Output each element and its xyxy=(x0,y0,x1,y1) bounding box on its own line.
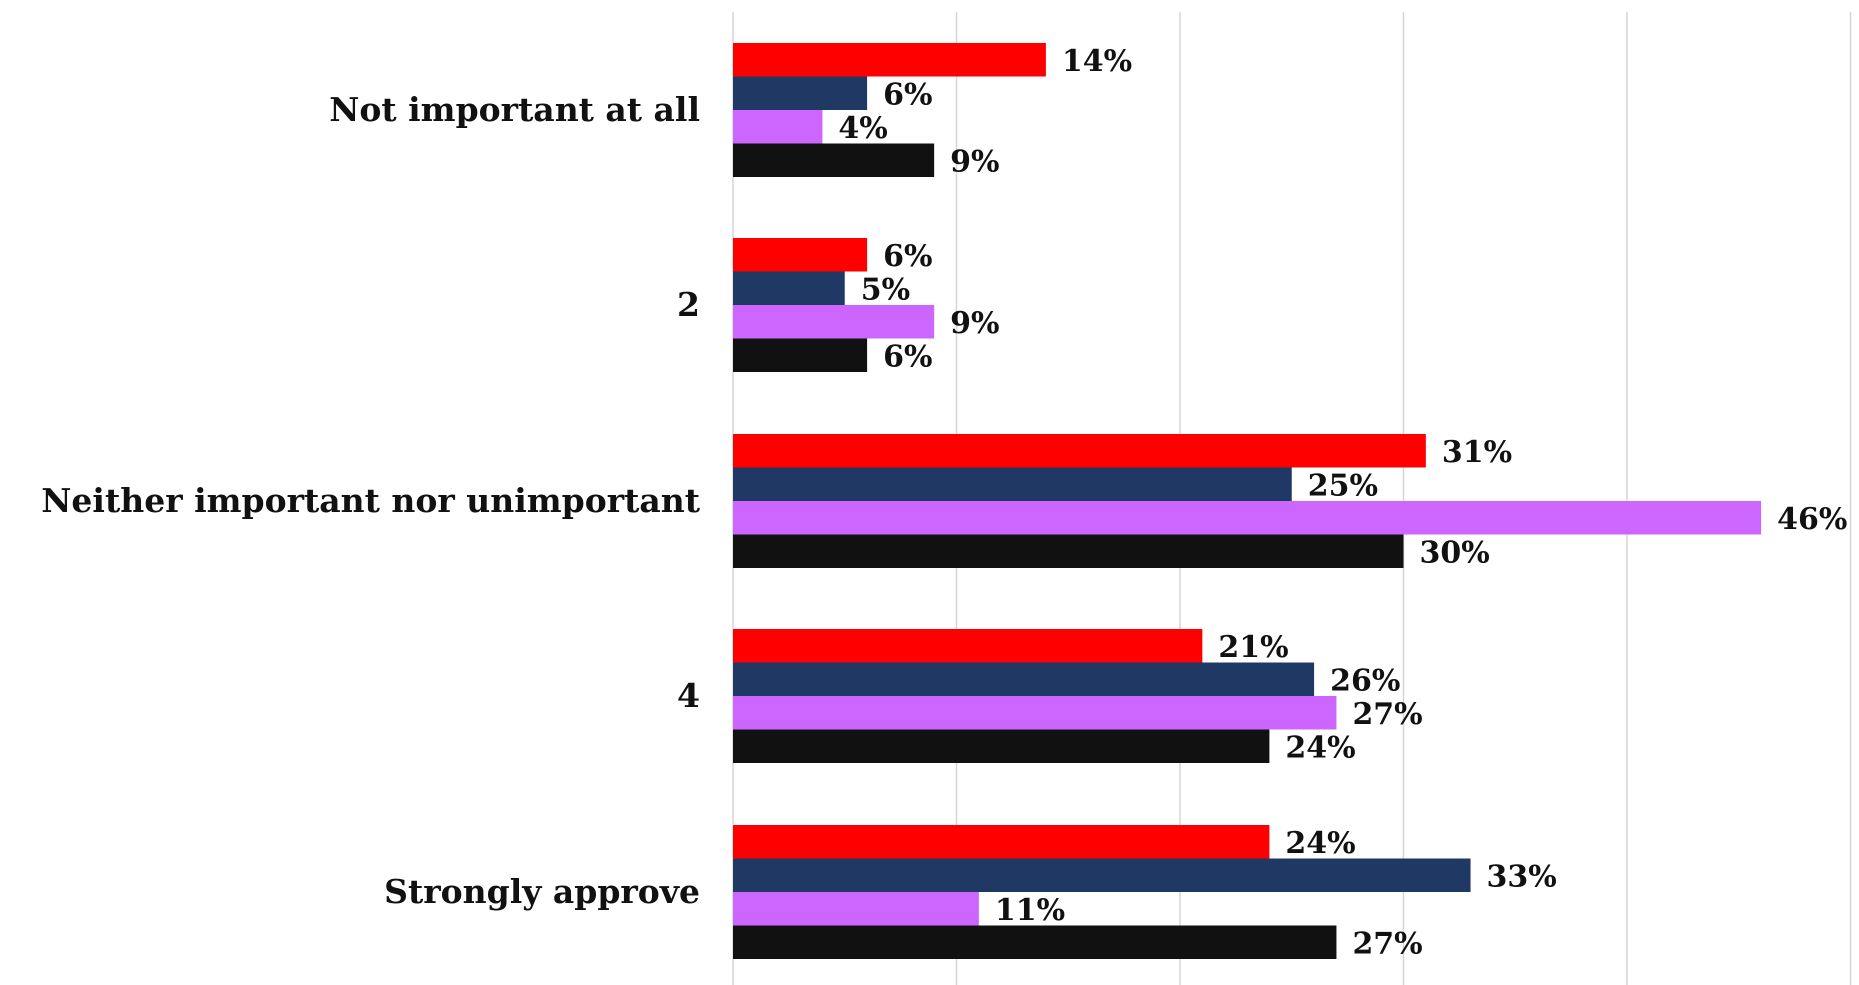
data-label-0-3: 9% xyxy=(950,144,999,179)
bars xyxy=(733,43,1762,959)
data-label-1-0: 6% xyxy=(883,239,932,274)
data-label-2-1: 25% xyxy=(1308,468,1378,503)
category-label-0: Not important at all xyxy=(329,90,700,129)
data-label-3-1: 26% xyxy=(1330,663,1400,698)
category-label-1: 2 xyxy=(677,285,700,324)
bar-0-1 xyxy=(733,76,868,110)
category-labels: Not important at all 2 Neither important n… xyxy=(41,90,700,911)
data-label-0-2: 4% xyxy=(838,111,887,146)
bar-1-2 xyxy=(733,305,935,339)
bar-2-3 xyxy=(733,534,1404,568)
bar-3-0 xyxy=(733,629,1203,663)
data-labels: 14%6%4%9%6%5%9%6%31%25%46%30%21%26%27%24… xyxy=(838,44,1847,962)
category-label-4: Strongly approve xyxy=(384,872,700,911)
bar-3-2 xyxy=(733,696,1337,730)
data-label-2-0: 31% xyxy=(1442,435,1512,470)
data-label-1-2: 9% xyxy=(950,306,999,341)
bar-2-0 xyxy=(733,434,1426,468)
data-label-3-2: 27% xyxy=(1352,697,1422,732)
data-label-4-1: 33% xyxy=(1487,859,1557,894)
category-label-3: 4 xyxy=(677,676,700,715)
data-label-3-3: 24% xyxy=(1285,730,1355,765)
bar-1-3 xyxy=(733,338,868,372)
bar-4-3 xyxy=(733,925,1337,959)
bar-0-2 xyxy=(733,110,823,144)
data-label-0-1: 6% xyxy=(883,77,932,112)
bar-3-1 xyxy=(733,662,1315,696)
data-label-4-2: 11% xyxy=(995,893,1065,928)
data-label-3-0: 21% xyxy=(1218,630,1288,665)
data-label-1-3: 6% xyxy=(883,339,932,374)
bar-2-2 xyxy=(733,501,1762,535)
bar-4-0 xyxy=(733,825,1270,859)
data-label-1-1: 5% xyxy=(861,272,910,307)
bar-1-1 xyxy=(733,271,845,305)
bar-2-1 xyxy=(733,467,1292,501)
data-label-4-0: 24% xyxy=(1285,826,1355,861)
bar-1-0 xyxy=(733,238,868,272)
data-label-0-0: 14% xyxy=(1062,44,1132,79)
bar-0-0 xyxy=(733,43,1046,77)
data-label-2-2: 46% xyxy=(1777,502,1847,537)
category-label-2: Neither important nor unimportant xyxy=(41,481,700,520)
data-label-4-3: 27% xyxy=(1352,926,1422,961)
bar-4-1 xyxy=(733,858,1471,892)
bar-4-2 xyxy=(733,892,979,926)
data-label-2-3: 30% xyxy=(1420,535,1490,570)
bar-0-3 xyxy=(733,143,935,177)
bar-3-3 xyxy=(733,729,1270,763)
